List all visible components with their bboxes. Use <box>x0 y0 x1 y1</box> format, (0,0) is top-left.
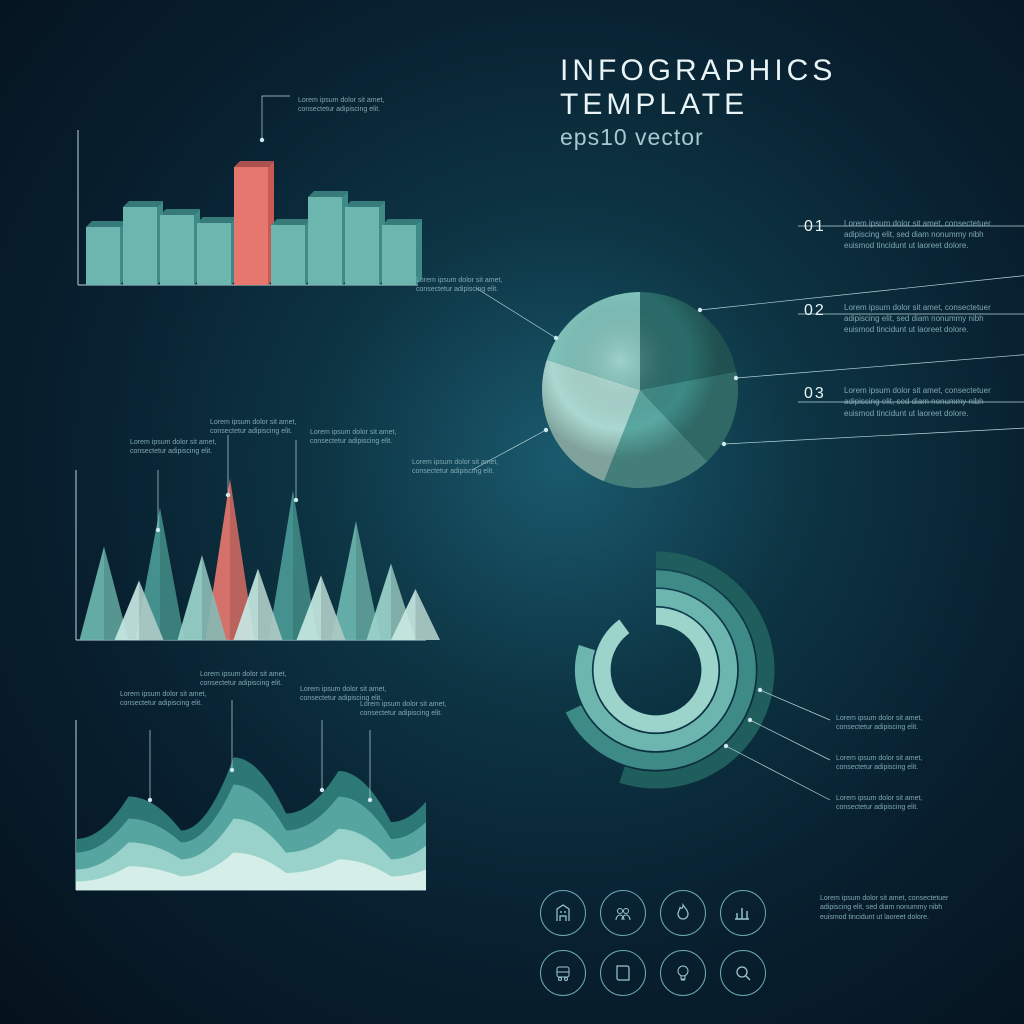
radial-callout-1: Lorem ipsum dolor sit amet, consectetur … <box>836 714 931 733</box>
flame-icon <box>660 890 706 936</box>
radial-callout-3: Lorem ipsum dolor sit amet, consectetur … <box>836 794 931 813</box>
icon-row <box>540 890 800 996</box>
building-icon <box>540 890 586 936</box>
radial-callout-2: Lorem ipsum dolor sit amet, consectetur … <box>836 754 931 773</box>
radial-chart <box>0 0 1024 1024</box>
train-icon <box>540 950 586 996</box>
group-icon <box>600 890 646 936</box>
book-icon <box>600 950 646 996</box>
icon-row-caption: Lorem ipsum dolor sit amet, consectetuer… <box>820 894 970 922</box>
bars-icon <box>720 890 766 936</box>
magnify-icon <box>720 950 766 996</box>
bulb-icon <box>660 950 706 996</box>
